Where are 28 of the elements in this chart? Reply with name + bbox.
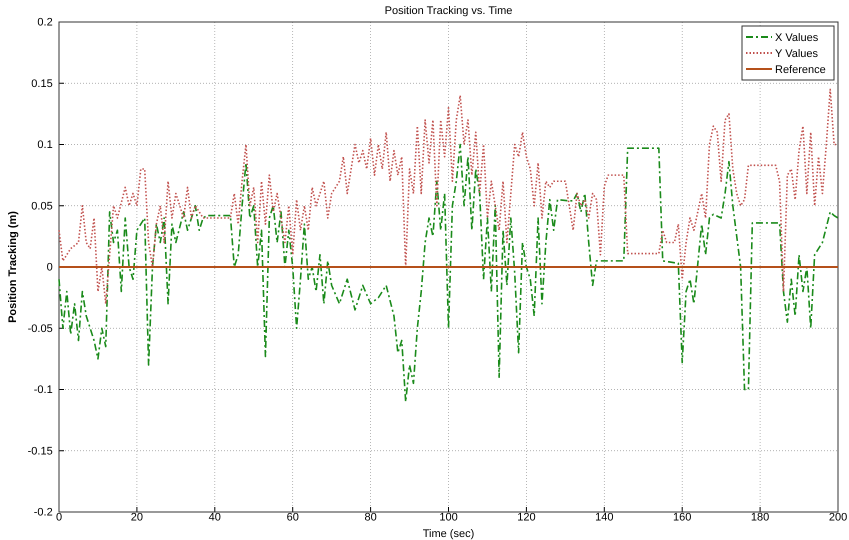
y-axis-title: Position Tracking (m) (7, 210, 19, 323)
x-tick-label: 40 (208, 512, 221, 524)
x-tick-label: 180 (750, 512, 770, 524)
legend-label: Reference (775, 64, 826, 76)
y-tick-label: 0.1 (37, 139, 53, 152)
x-tick-label: 160 (673, 512, 692, 524)
line-series (58, 88, 839, 305)
legend-label: Y Values (775, 48, 819, 60)
x-tick-label: 200 (828, 512, 848, 524)
y-tick-label: -0.2 (34, 506, 53, 519)
y-tick-label: 0.2 (37, 16, 53, 29)
y-tick-label: -0.15 (28, 445, 53, 458)
x-tick-label: 80 (364, 512, 377, 524)
y-tick-label: 0.15 (31, 78, 53, 90)
x-tick-label: 20 (130, 512, 144, 524)
x-tick-label: 60 (286, 512, 299, 524)
x-tick-label: 100 (439, 512, 458, 524)
line-series (58, 144, 839, 403)
x-tick-label: 0 (56, 512, 62, 524)
y-tick-label: -0.05 (28, 322, 53, 335)
y-tick-label: -0.1 (34, 384, 53, 396)
chart-title: Position Tracking vs. Time (384, 5, 512, 17)
legend-label: X Values (775, 32, 819, 44)
x-tick-label: 140 (595, 512, 614, 524)
y-tick-label: 0 (46, 262, 53, 274)
x-axis-title: Time (sec) (422, 528, 474, 540)
y-tick-label: 0.05 (31, 200, 53, 212)
x-tick-label: 120 (517, 512, 536, 524)
